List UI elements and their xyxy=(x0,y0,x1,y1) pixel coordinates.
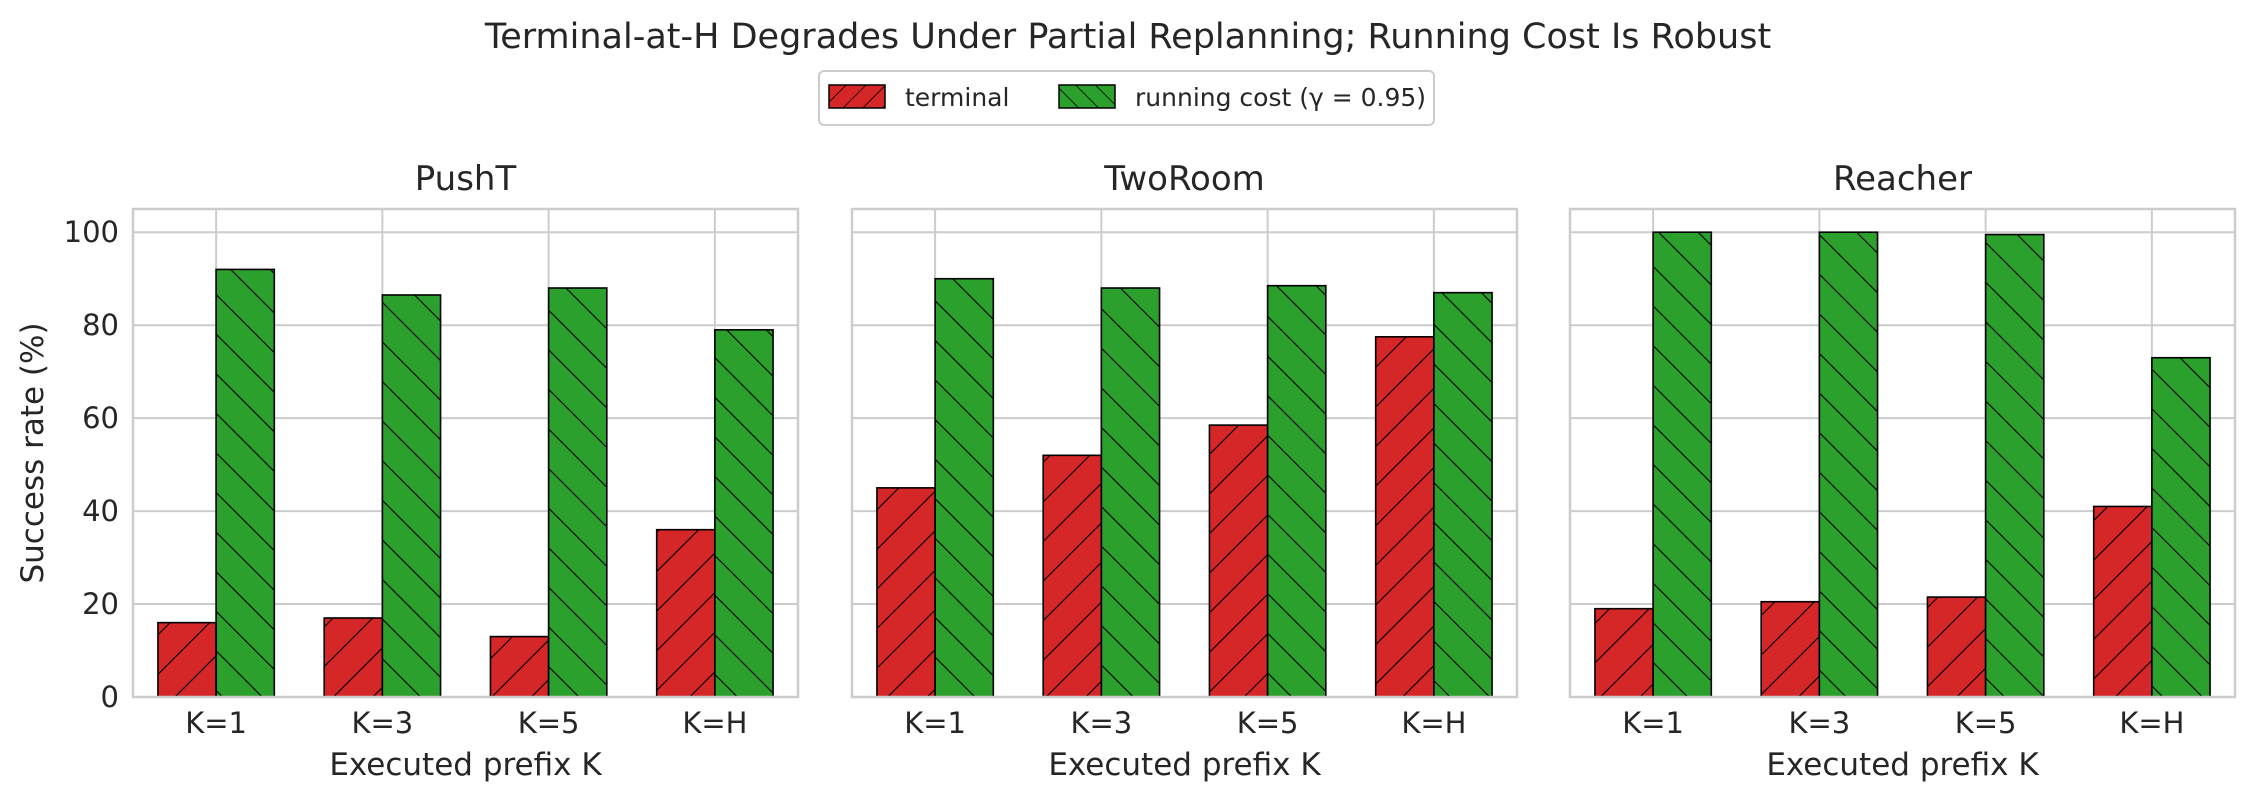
legend-frame xyxy=(818,70,1435,126)
x-tick-label: K=1 xyxy=(185,706,247,740)
x-tick-label: K=3 xyxy=(1788,706,1850,740)
legend-label-terminal: terminal xyxy=(905,83,1009,112)
y-tick-label: 60 xyxy=(82,401,119,435)
x-tick-label: K=H xyxy=(682,706,747,740)
x-tick-label: K=1 xyxy=(904,706,966,740)
y-tick-label: 20 xyxy=(82,587,119,621)
bar-running-cost-k-h xyxy=(714,329,774,698)
bar-terminal-k-3 xyxy=(1760,600,1821,698)
x-tick-label: K=H xyxy=(2119,706,2184,740)
x-tick-label: K=5 xyxy=(1955,706,2017,740)
legend-label-running-cost: running cost (γ = 0.95) xyxy=(1135,83,1426,112)
x-axis-label: Executed prefix K xyxy=(1048,747,1321,783)
y-axis-label: Success rate (%) xyxy=(15,322,51,583)
panel-title: TwoRoom xyxy=(1103,159,1265,199)
bar-running-cost-k-h xyxy=(2151,356,2211,698)
x-axis-label: Executed prefix K xyxy=(1766,747,2039,783)
bar-running-cost-k-h xyxy=(1433,291,1493,698)
bar-terminal-k-h xyxy=(1374,336,1435,698)
bar-terminal-k-1 xyxy=(1594,607,1654,698)
x-tick-label: K=5 xyxy=(1237,706,1299,740)
x-tick-label: K=5 xyxy=(518,706,580,740)
panel-reacher: Reacher K=1 K=3 K=5 K=H Executed prefix K xyxy=(1568,159,2237,783)
plot-frame xyxy=(850,207,1519,699)
panel-title: PushT xyxy=(415,159,517,199)
bar-running-cost-k-5 xyxy=(1266,284,1327,698)
legend-swatch-running-cost xyxy=(1058,84,1116,109)
x-tick-label: K=3 xyxy=(1070,706,1132,740)
panel-pusht: PushT K=1 K=3 K=5 K=H Executed prefix K 0 20 40 6… xyxy=(15,159,800,783)
bar-running-cost-k-3 xyxy=(1100,287,1161,698)
y-tick-label: 40 xyxy=(82,494,119,528)
y-tick-label: 80 xyxy=(82,308,119,342)
legend-swatch-terminal xyxy=(828,84,886,109)
bar-terminal-k-3 xyxy=(323,617,384,698)
panel-title: Reacher xyxy=(1833,159,1972,199)
panel-tworoom: TwoRoom K=1 K=3 K=5 K=H Executed prefix K xyxy=(850,159,1519,783)
bar-terminal-k-1 xyxy=(876,487,936,698)
bar-running-cost-k-1 xyxy=(1652,231,1713,698)
x-tick-label: K=1 xyxy=(1622,706,1684,740)
x-axis-label: Executed prefix K xyxy=(329,747,602,783)
bar-terminal-k-1 xyxy=(157,621,217,698)
bar-running-cost-k-1 xyxy=(934,277,995,698)
bar-terminal-k-h xyxy=(2092,505,2153,698)
bar-running-cost-k-3 xyxy=(381,294,442,698)
bar-running-cost-k-5 xyxy=(547,287,608,698)
plot-frame xyxy=(1568,207,2237,699)
bar-terminal-k-h xyxy=(655,528,716,698)
bar-running-cost-k-5 xyxy=(1984,233,2045,698)
legend: terminal running cost (γ = 0.95) xyxy=(818,70,1435,126)
x-tick-label: K=H xyxy=(1401,706,1466,740)
bar-running-cost-k-1 xyxy=(215,268,276,698)
bar-terminal-k-3 xyxy=(1042,454,1103,698)
bar-terminal-k-5 xyxy=(1926,596,1987,698)
bar-running-cost-k-3 xyxy=(1818,231,1879,698)
bar-terminal-k-5 xyxy=(489,635,550,698)
x-tick-label: K=3 xyxy=(351,706,413,740)
chart-panels: PushT K=1 K=3 K=5 K=H Executed prefix K 0 20 40 6… xyxy=(15,159,2237,783)
plot-frame xyxy=(131,207,800,699)
y-tick-label: 100 xyxy=(64,215,119,249)
figure-title: Terminal-at-H Degrades Under Partial Rep… xyxy=(484,17,1771,57)
bar-terminal-k-5 xyxy=(1208,424,1269,698)
y-tick-label: 0 xyxy=(101,680,119,714)
